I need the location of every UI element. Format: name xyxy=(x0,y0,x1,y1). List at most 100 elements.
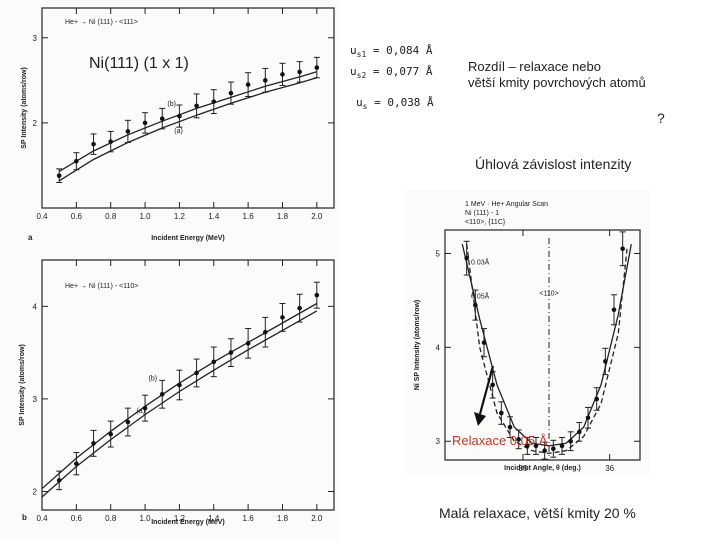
data-point xyxy=(594,396,599,402)
data-point xyxy=(245,341,251,346)
data-point xyxy=(603,359,608,364)
data-point xyxy=(177,113,182,119)
data-point xyxy=(620,246,625,252)
question-mark: ? xyxy=(657,110,665,126)
x-tick-label: 35 xyxy=(519,464,528,473)
param-us1: us1 = 0,084 Å xyxy=(350,44,433,60)
data-point xyxy=(211,359,217,365)
data-point xyxy=(297,305,302,311)
x-tick-label: 0.4 xyxy=(36,212,48,221)
data-point xyxy=(568,438,573,444)
data-point xyxy=(159,116,165,121)
data-point xyxy=(262,78,268,83)
data-point xyxy=(74,461,79,467)
data-point xyxy=(585,415,591,421)
y-tick-label: 4 xyxy=(33,302,38,311)
scan-panel-c: 35 36 3 4 5 Incident Angle, θ (deg.) Ni SP Int… xyxy=(405,190,650,475)
data-point xyxy=(194,103,199,109)
data-point xyxy=(473,302,478,308)
center-label: <110> xyxy=(539,291,558,298)
data-point xyxy=(297,69,302,75)
curve-label: (b) xyxy=(167,101,176,108)
conclusion-text: Malá relaxace, větší kmity 20 % xyxy=(439,505,636,521)
data-point xyxy=(499,410,504,416)
curve-label: (b) xyxy=(148,375,157,382)
series-line xyxy=(58,77,317,182)
chart-title-line: Ni (111) - 1 xyxy=(465,210,499,217)
data-point xyxy=(91,441,96,446)
data-point xyxy=(525,443,530,449)
x-tick-label: 0.8 xyxy=(105,212,117,221)
data-point xyxy=(559,443,565,449)
x-tick-label: 2.0 xyxy=(311,212,323,221)
data-point xyxy=(314,292,320,298)
data-point xyxy=(228,90,234,96)
data-point xyxy=(228,350,234,355)
note-text: Rozdíl – relaxace nebo větší kmity povrc… xyxy=(468,59,646,91)
angular-title: Úhlová závislost intenzity xyxy=(475,156,632,172)
curve-label: 0.03Å xyxy=(471,258,490,267)
chart-energy-111: 0.4 0.6 0.8 1.0 1.2 1.4 1.6 1.8 2.0 2 3 Incident En… xyxy=(21,7,335,242)
note-line-1: Rozdíl – relaxace nebo xyxy=(468,59,601,74)
x-tick-label: 1.6 xyxy=(243,514,255,523)
data-point xyxy=(245,82,251,87)
x-tick-label: 1.0 xyxy=(139,514,151,523)
data-point xyxy=(611,307,617,313)
data-point xyxy=(108,431,114,437)
data-point xyxy=(211,99,217,104)
x-axis-label: Incident Energy (MeV) xyxy=(151,519,225,526)
param-us: us = 0,038 Å xyxy=(356,96,434,112)
data-point xyxy=(490,382,495,388)
series-line xyxy=(41,310,318,498)
plot-frame xyxy=(41,259,335,511)
y-axis-label: SP Intensity (atoms/row) xyxy=(19,344,26,426)
data-point xyxy=(507,424,513,430)
data-point xyxy=(533,443,539,449)
chart-angular-scan: 35 36 3 4 5 Incident Angle, θ (deg.) Ni SP Int… xyxy=(414,201,641,473)
data-point xyxy=(56,173,62,178)
data-point xyxy=(481,340,487,345)
panel-letter: a xyxy=(28,233,33,242)
data-point xyxy=(516,437,521,442)
y-tick-label: 2 xyxy=(33,487,38,496)
data-point xyxy=(194,370,199,376)
y-tick-label: 4 xyxy=(436,343,441,352)
chart-energy-110: 0.4 0.6 0.8 1.0 1.2 1.4 1.6 1.8 2.0 2 3 4 Incident E… xyxy=(19,259,335,526)
note-line-2: větší kmity povrchových atomů xyxy=(468,75,646,90)
data-point xyxy=(464,255,469,261)
data-point xyxy=(125,419,131,425)
data-point xyxy=(108,139,114,144)
curve-label: (a) xyxy=(174,128,183,135)
y-tick-label: 3 xyxy=(33,34,38,43)
data-point xyxy=(551,446,556,452)
plot-frame xyxy=(41,7,335,209)
x-tick-label: 1.8 xyxy=(277,212,289,221)
curve-label: (a) xyxy=(136,408,145,415)
plot-frame xyxy=(444,229,641,461)
amplitude-params: us1 = 0,084 Å us2 = 0,077 Å us = 0,038 Å xyxy=(350,42,434,116)
data-point xyxy=(159,391,165,397)
chart-title-line: 1 MeV · He+ Angular Scan xyxy=(465,201,548,208)
x-tick-label: 1.4 xyxy=(208,514,220,523)
y-tick-label: 2 xyxy=(33,119,38,128)
x-tick-label: 1.2 xyxy=(174,514,186,523)
relax-label: Relaxace 0,05 Å xyxy=(452,433,548,448)
x-tick-label: 1.6 xyxy=(243,212,255,221)
y-axis-label: Ni SP Intensity (atoms/row) xyxy=(414,300,421,391)
relax-arrow xyxy=(474,365,495,426)
x-tick-label: 1.8 xyxy=(277,514,289,523)
x-tick-label: 1.2 xyxy=(174,212,186,221)
x-tick-label: 0.8 xyxy=(105,514,117,523)
data-point xyxy=(91,141,96,147)
chart-title: He+ → Ni (111) - <111> xyxy=(65,19,138,26)
data-point xyxy=(125,129,131,134)
y-axis-label: SP Intensity (atoms/row) xyxy=(21,67,28,149)
data-point xyxy=(177,382,182,388)
x-axis-label: Incident Angle, θ (deg.) xyxy=(504,465,581,472)
chart-title: He+ → Ni (111) - <110> xyxy=(65,283,138,290)
param-us2: us2 = 0,077 Å xyxy=(350,65,433,81)
data-point xyxy=(56,478,62,483)
sample-label: Ni(111) (1 x 1) xyxy=(87,55,191,73)
x-tick-label: 36 xyxy=(605,464,614,473)
data-point xyxy=(74,158,79,164)
